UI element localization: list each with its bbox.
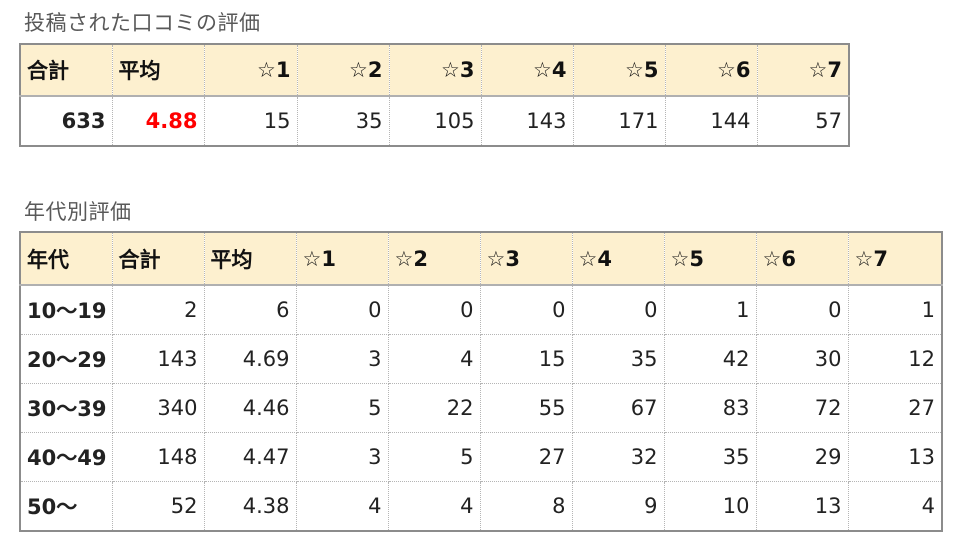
average-rating-cell: 4.88 xyxy=(112,96,205,146)
star-3-count-cell: 105 xyxy=(389,96,482,146)
star-1-cell: 3 xyxy=(296,334,389,384)
star-2-cell: 0 xyxy=(388,285,481,335)
header-star-4: ☆4 xyxy=(572,232,665,286)
average-cell: 4.38 xyxy=(204,481,297,531)
average-cell: 6 xyxy=(204,285,297,335)
header-star-5: ☆5 xyxy=(664,232,757,286)
star-6-cell: 0 xyxy=(756,285,849,335)
star-4-cell: 32 xyxy=(572,432,665,482)
header-total: 合計 xyxy=(112,232,205,286)
header-average: 平均 xyxy=(112,44,205,97)
age-group-cell: 20～29 xyxy=(20,334,113,384)
star-2-cell: 5 xyxy=(388,432,481,482)
header-star-6: ☆6 xyxy=(756,232,849,286)
age-rating-title: 年代別評価 xyxy=(24,200,132,224)
table-header-row: 合計 平均 ☆1 ☆2 ☆3 ☆4 ☆5 ☆6 ☆7 xyxy=(20,44,849,97)
star-1-cell: 3 xyxy=(296,432,389,482)
header-total: 合計 xyxy=(20,44,113,97)
average-cell: 4.46 xyxy=(204,383,297,433)
header-star-7: ☆7 xyxy=(848,232,942,286)
total-count-cell: 633 xyxy=(20,96,113,146)
table-row: 50～ 52 4.38 4 4 8 9 10 13 4 xyxy=(20,481,942,531)
header-star-4: ☆4 xyxy=(481,44,574,97)
star-1-count-cell: 15 xyxy=(204,96,298,146)
age-rating-table: 年代 合計 平均 ☆1 ☆2 ☆3 ☆4 ☆5 ☆6 ☆7 10～19 2 6 … xyxy=(19,231,943,532)
overall-rating-title: 投稿された口コミの評価 xyxy=(24,11,261,35)
star-4-cell: 0 xyxy=(572,285,665,335)
star-3-cell: 8 xyxy=(480,481,573,531)
star-1-cell: 0 xyxy=(296,285,389,335)
total-cell: 143 xyxy=(112,334,205,384)
star-4-cell: 35 xyxy=(572,334,665,384)
header-star-5: ☆5 xyxy=(573,44,666,97)
average-cell: 4.69 xyxy=(204,334,297,384)
star-1-cell: 5 xyxy=(296,383,389,433)
star-2-count-cell: 35 xyxy=(297,96,390,146)
star-3-cell: 27 xyxy=(480,432,573,482)
star-3-cell: 15 xyxy=(480,334,573,384)
star-4-cell: 9 xyxy=(572,481,665,531)
table-row: 40～49 148 4.47 3 5 27 32 35 29 13 xyxy=(20,432,942,482)
star-7-cell: 27 xyxy=(848,383,942,433)
age-group-cell: 40～49 xyxy=(20,432,113,482)
table-row: 633 4.88 15 35 105 143 171 144 57 xyxy=(20,96,849,146)
header-star-1: ☆1 xyxy=(204,44,298,97)
star-4-count-cell: 143 xyxy=(481,96,574,146)
table-header-row: 年代 合計 平均 ☆1 ☆2 ☆3 ☆4 ☆5 ☆6 ☆7 xyxy=(20,232,942,286)
star-5-cell: 35 xyxy=(664,432,757,482)
star-6-cell: 30 xyxy=(756,334,849,384)
header-star-2: ☆2 xyxy=(388,232,481,286)
table-row: 10～19 2 6 0 0 0 0 1 0 1 xyxy=(20,285,942,335)
star-4-cell: 67 xyxy=(572,383,665,433)
age-group-cell: 30～39 xyxy=(20,383,113,433)
total-cell: 148 xyxy=(112,432,205,482)
star-5-cell: 83 xyxy=(664,383,757,433)
header-star-6: ☆6 xyxy=(665,44,758,97)
star-2-cell: 4 xyxy=(388,334,481,384)
header-age: 年代 xyxy=(20,232,113,286)
star-7-cell: 4 xyxy=(921,494,935,518)
star-5-count-cell: 171 xyxy=(573,96,666,146)
total-cell: 2 xyxy=(112,285,205,335)
table-row: 30～39 340 4.46 5 22 55 67 83 72 27 xyxy=(20,383,942,433)
star-2-cell: 22 xyxy=(388,383,481,433)
star-5-cell: 42 xyxy=(664,334,757,384)
star-7-cell: 1 xyxy=(848,285,942,335)
star-6-cell: 72 xyxy=(756,383,849,433)
star-3-cell: 0 xyxy=(480,285,573,335)
star-6-cell: 13 xyxy=(756,481,849,531)
average-cell: 4.47 xyxy=(204,432,297,482)
header-star-3: ☆3 xyxy=(480,232,573,286)
age-group-cell: 10～19 xyxy=(20,285,113,335)
star-7-count-cell: 57 xyxy=(815,109,842,133)
star-1-cell: 4 xyxy=(296,481,389,531)
overall-rating-table: 合計 平均 ☆1 ☆2 ☆3 ☆4 ☆5 ☆6 ☆7 633 4.88 15 3… xyxy=(19,43,850,147)
star-2-cell: 4 xyxy=(388,481,481,531)
star-5-cell: 1 xyxy=(664,285,757,335)
total-cell: 340 xyxy=(112,383,205,433)
header-star-2: ☆2 xyxy=(297,44,390,97)
header-average: 平均 xyxy=(204,232,297,286)
header-star-1: ☆1 xyxy=(296,232,389,286)
total-cell: 52 xyxy=(112,481,205,531)
header-star-7: ☆7 xyxy=(757,44,849,97)
star-5-cell: 10 xyxy=(664,481,757,531)
table-row: 20～29 143 4.69 3 4 15 35 42 30 12 xyxy=(20,334,942,384)
star-7-cell: 13 xyxy=(848,432,942,482)
header-star-3: ☆3 xyxy=(389,44,482,97)
age-group-cell: 50～ xyxy=(20,481,113,531)
star-7-cell: 12 xyxy=(848,334,942,384)
star-6-count-cell: 144 xyxy=(665,96,758,146)
star-6-cell: 29 xyxy=(756,432,849,482)
star-3-cell: 55 xyxy=(480,383,573,433)
